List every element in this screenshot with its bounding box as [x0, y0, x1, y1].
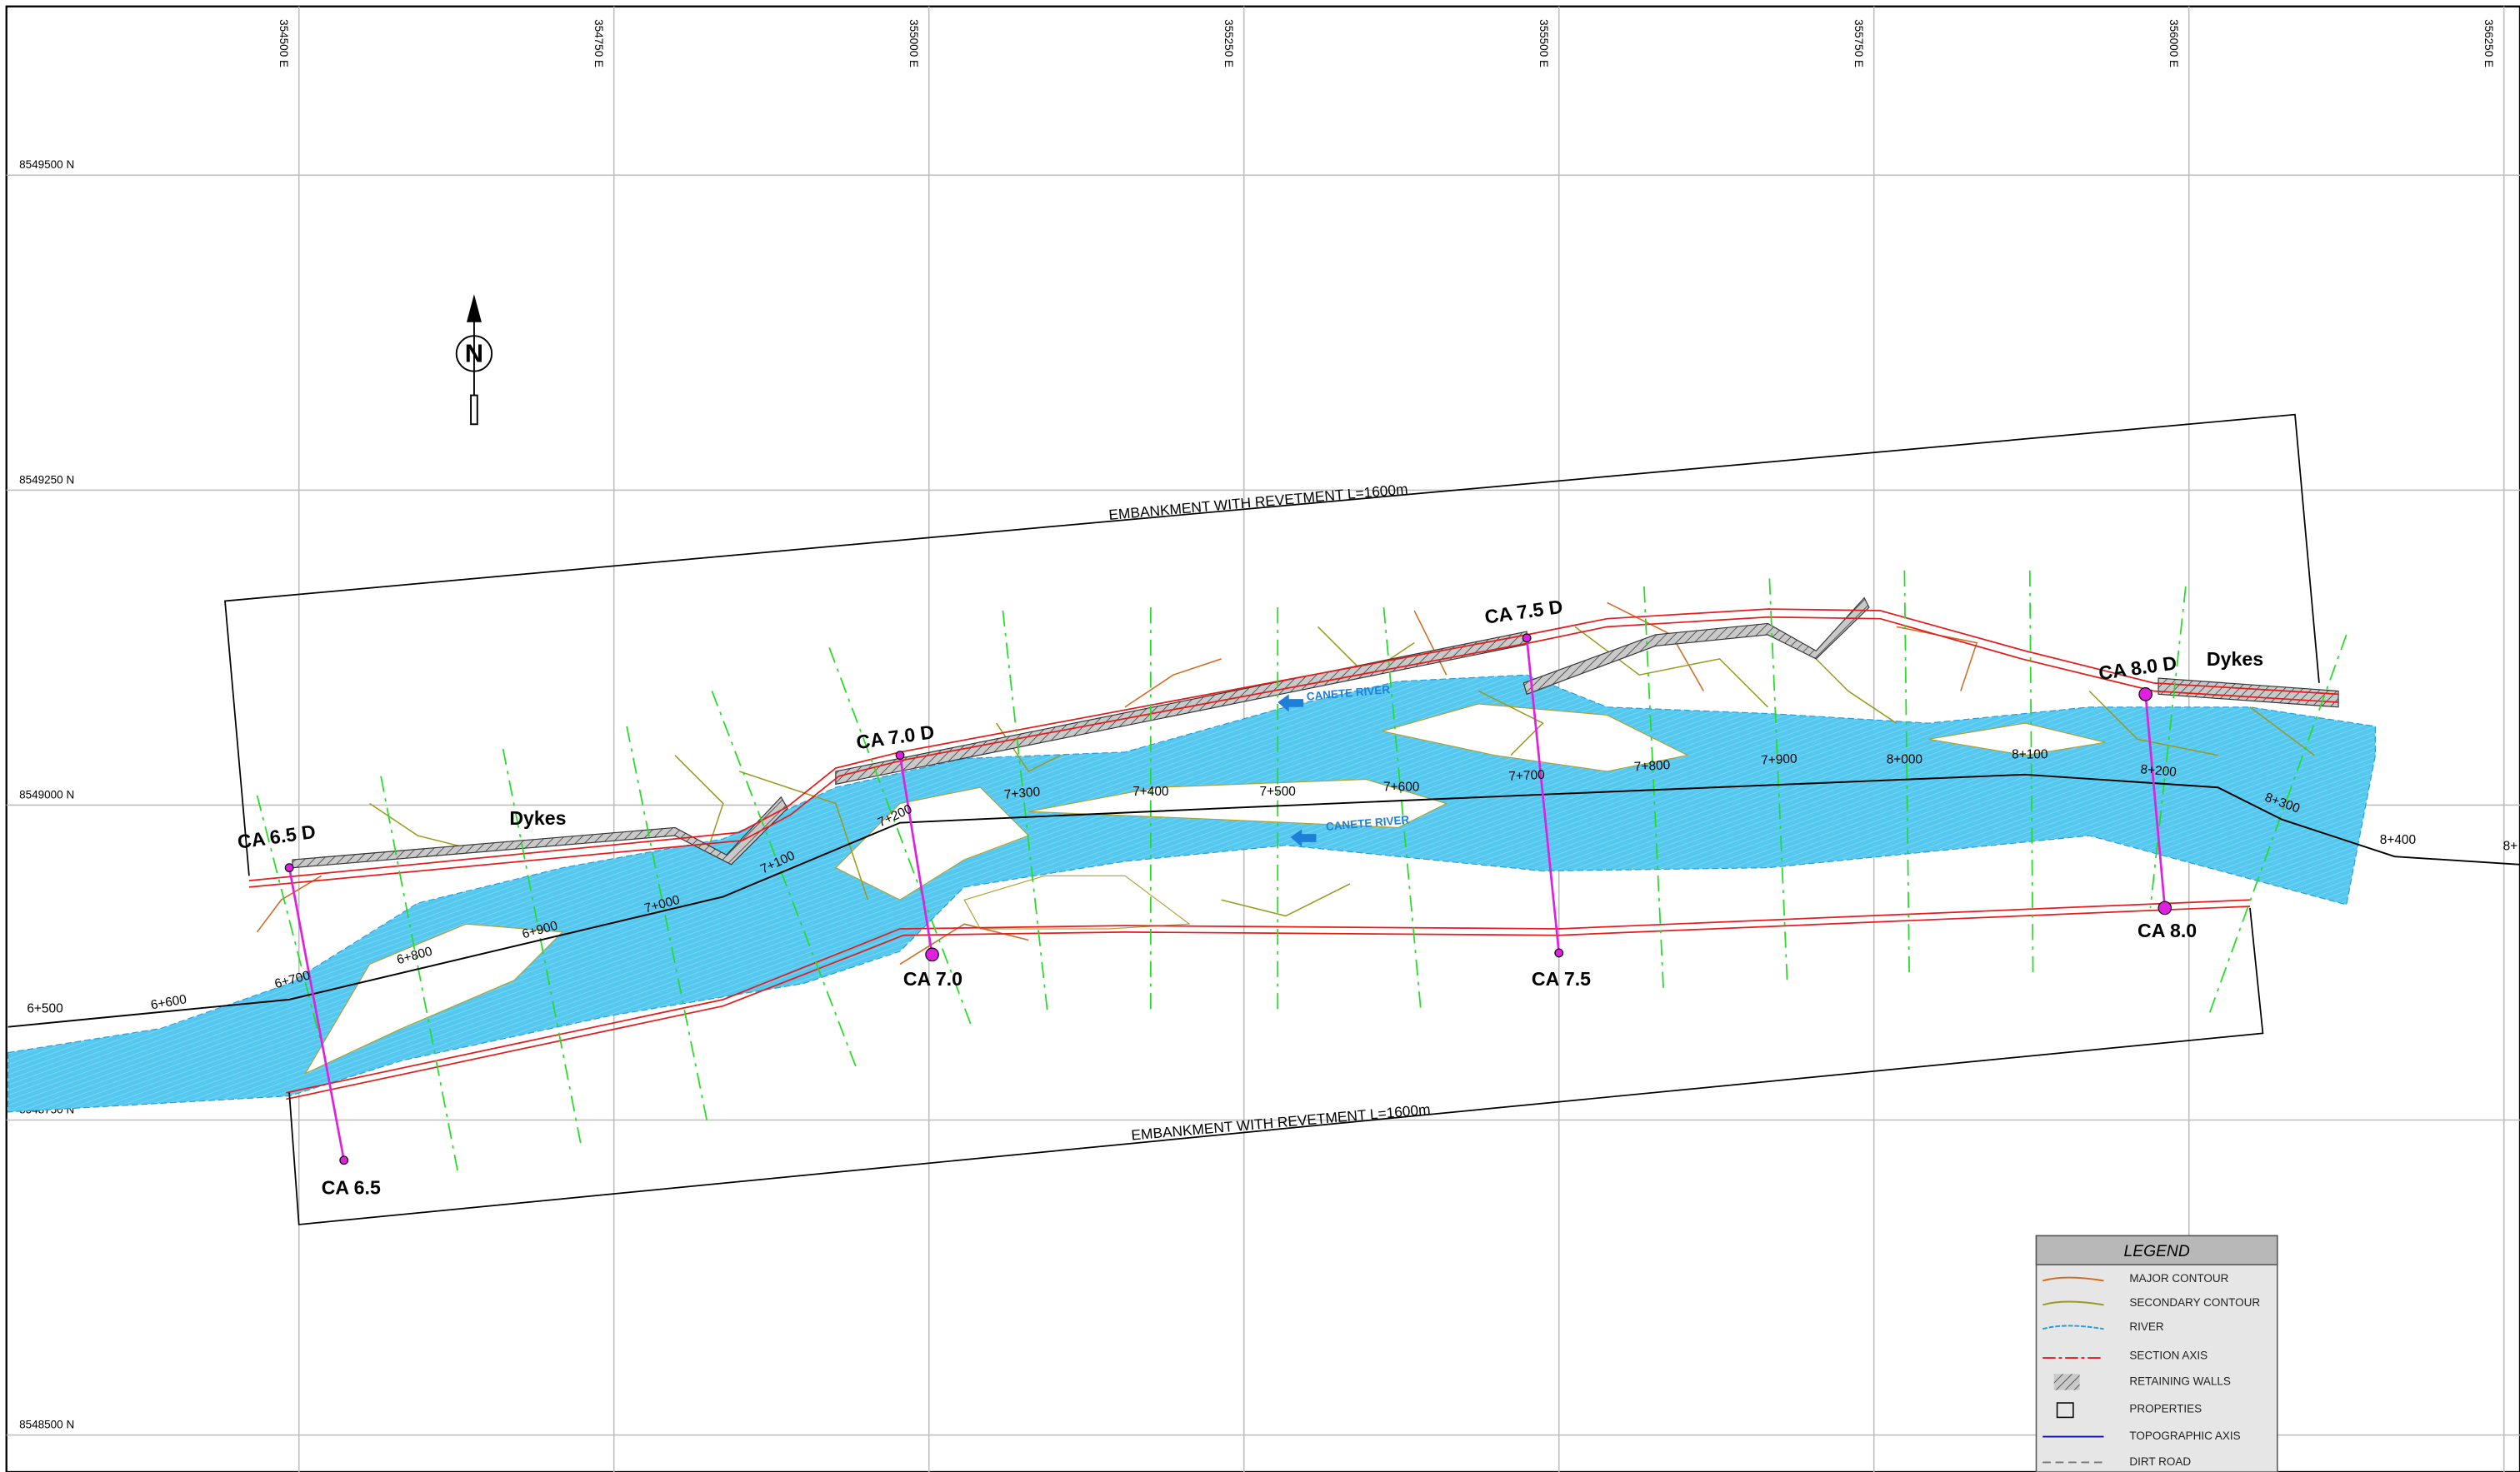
section-label: CA 8.0 [2138, 920, 2197, 941]
section-guide [1002, 610, 1049, 1016]
chainage-label: 7+600 [1383, 780, 1419, 794]
section-guide [2028, 570, 2034, 976]
contours [256, 601, 2315, 966]
islands [303, 703, 2106, 1075]
section-guide [711, 691, 858, 1070]
section-guide [1903, 570, 1911, 976]
legend-item: SECTION AXIS [2129, 1350, 2208, 1362]
legend-item: SECONDARY CONTOUR [2129, 1296, 2260, 1309]
chainage-label: 6+500 [27, 1002, 62, 1016]
easting-label: 354750 E [592, 19, 605, 67]
section-guide [380, 776, 459, 1174]
legend-item: RETAINING WALLS [2129, 1375, 2231, 1388]
section-label: CA 7.0 [903, 968, 962, 990]
section-label: CA 6.5 [322, 1177, 381, 1199]
chainage-label: 8+200 [2140, 762, 2178, 780]
northing-label: 8549000 N [19, 788, 74, 801]
dykes-label: Dykes [2207, 648, 2263, 670]
chainage-label: 8+000 [1887, 753, 1922, 767]
section-guides [256, 570, 2348, 1174]
legend-item: TOPOGRAPHIC AXIS [2129, 1430, 2240, 1442]
section-guide [2208, 634, 2348, 1013]
easting-label: 355500 E [1538, 19, 1550, 67]
northing-label: 8549500 N [19, 158, 74, 171]
section-axes [288, 637, 2167, 1161]
easting-label: 355250 E [1222, 19, 1235, 67]
legend-symbol [2042, 1325, 2104, 1330]
legend-item: DIRT ROAD [2129, 1455, 2191, 1468]
legend-symbol [2042, 1300, 2104, 1306]
chainage-label: 7+400 [1132, 785, 1168, 799]
dykes-label: Dykes [509, 807, 566, 829]
legend-symbol [2042, 1276, 2104, 1282]
legend-symbol [2056, 1402, 2074, 1419]
legend-item: MAJOR CONTOUR [2129, 1272, 2228, 1285]
chainage-label: 7+900 [1761, 751, 1798, 767]
chainage-label: 7+800 [1633, 758, 1670, 774]
legend-item: RIVER [2129, 1320, 2164, 1333]
chainage-label: 8+400 [2380, 833, 2416, 847]
chainage-label: 8+100 [2012, 748, 2048, 762]
chainage-label: 7+300 [1003, 785, 1041, 802]
section-guide [626, 726, 708, 1122]
section-guide [1382, 607, 1422, 1010]
northing-label: 8549250 N [19, 473, 74, 486]
chainage-label: 7+500 [1260, 785, 1296, 799]
section-label: CA 7.5 [1532, 968, 1591, 990]
easting-label: 356250 E [2482, 19, 2495, 67]
legend-title: LEGEND [2124, 1243, 2190, 1260]
legend-item: PROPERTIES [2129, 1402, 2202, 1415]
section-guide [502, 748, 582, 1150]
svg-text:N: N [465, 338, 483, 367]
section-guide [2149, 586, 2187, 909]
chainage-label: 8+ [2503, 840, 2518, 854]
northing-label: 8548500 N [19, 1419, 74, 1431]
easting-label: 356000 E [2168, 19, 2180, 67]
easting-label: 355000 E [908, 19, 920, 67]
north-arrow: N [455, 294, 493, 426]
section-guide [1643, 586, 1664, 989]
chainage-label: 7+700 [1508, 768, 1545, 784]
section-guide [828, 647, 973, 1029]
embankment-outline [224, 413, 2320, 1225]
section-guide [256, 795, 322, 1045]
legend-symbol [2053, 1374, 2080, 1390]
section-guide [1768, 578, 1788, 981]
legend: LEGEND MAJOR CONTOUR SECONDARY CONTOUR RIV… [2035, 1235, 2278, 1472]
easting-label: 355750 E [1852, 19, 1865, 67]
topographic-axis [8, 773, 2520, 1028]
section-points [284, 633, 2172, 1165]
flow-arrows [1278, 694, 1317, 847]
easting-label: 354500 E [278, 19, 290, 67]
